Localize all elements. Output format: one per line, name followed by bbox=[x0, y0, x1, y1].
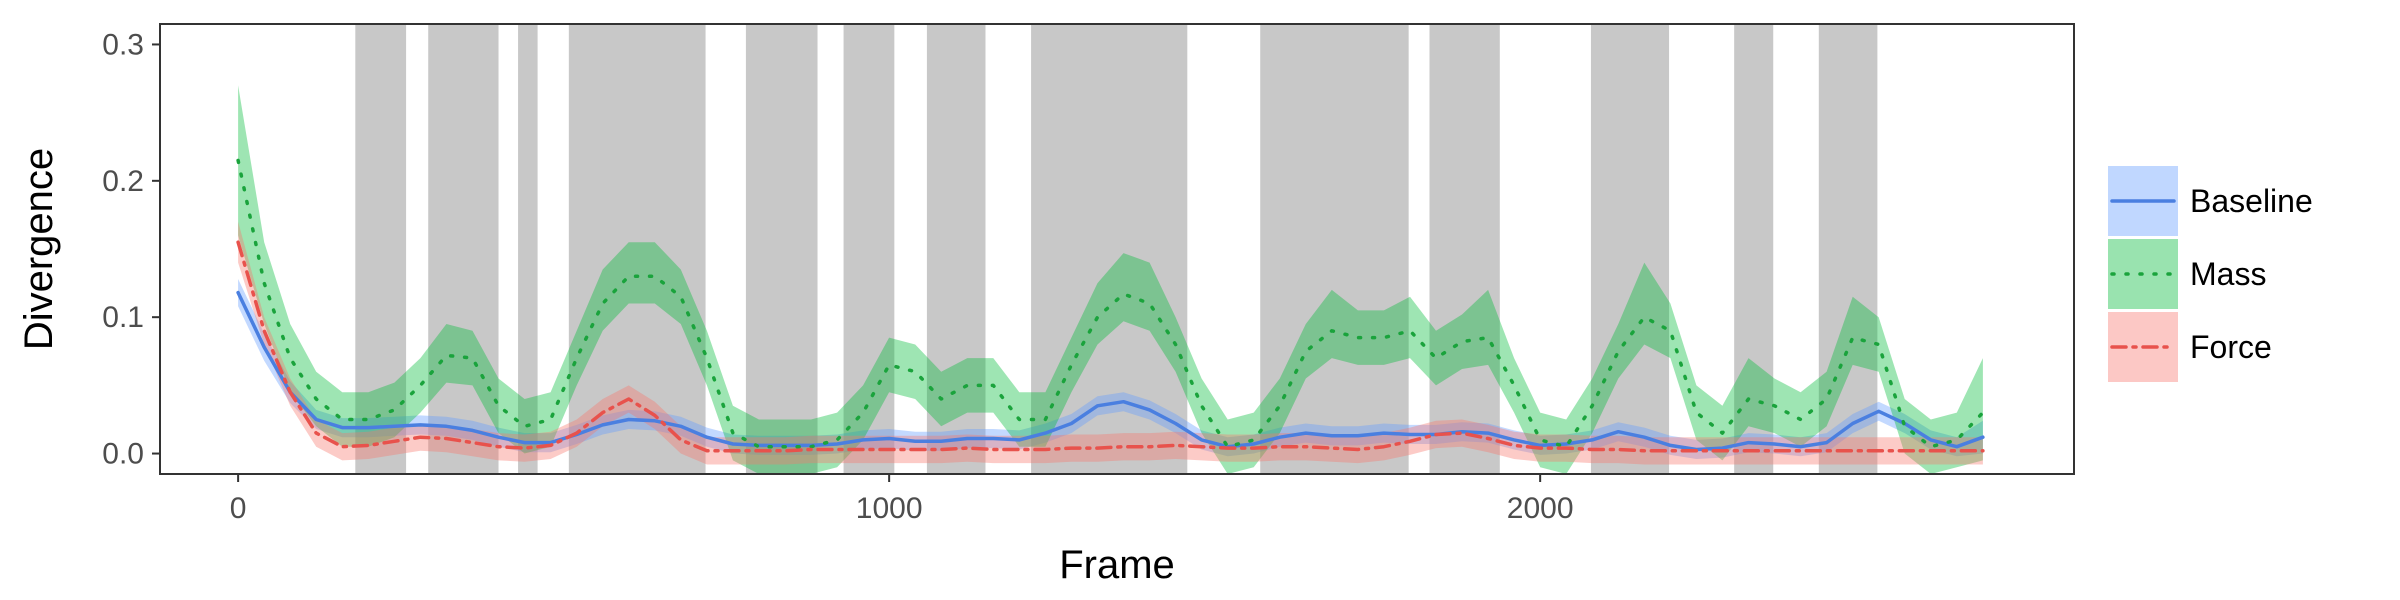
shaded-interval-12 bbox=[1818, 24, 1878, 474]
shaded-interval-1 bbox=[428, 24, 499, 474]
legend-label-mass: Mass bbox=[2190, 256, 2266, 292]
ribbon-force bbox=[238, 221, 1983, 465]
axes: 0 1000 2000 0.0 0.1 0.2 0.3 bbox=[102, 28, 1573, 525]
ribbon-mass bbox=[238, 85, 1983, 474]
shaded-interval-3 bbox=[568, 24, 706, 474]
y-tick-label: 0.2 bbox=[102, 165, 144, 198]
shaded-interval-10 bbox=[1590, 24, 1670, 474]
y-tick-label: 0.0 bbox=[102, 438, 144, 471]
shaded-interval-7 bbox=[1031, 24, 1188, 474]
legend-item-mass: Mass bbox=[2108, 239, 2266, 309]
legend-label-force: Force bbox=[2190, 329, 2272, 365]
line-mass bbox=[236, 158, 1985, 449]
legend: Baseline Mass Force bbox=[2108, 166, 2313, 382]
shaded-interval-11 bbox=[1734, 24, 1774, 474]
x-tick-label: 2000 bbox=[1507, 492, 1574, 525]
shaded-interval-9 bbox=[1429, 24, 1500, 474]
shaded-interval-0 bbox=[355, 24, 407, 474]
y-tick-label: 0.3 bbox=[102, 28, 144, 61]
shaded-interval-4 bbox=[745, 24, 818, 474]
ribbon-baseline bbox=[238, 279, 1983, 459]
shaded-interval-6 bbox=[926, 24, 986, 474]
shaded-interval-2 bbox=[518, 24, 538, 474]
shaded-interval-8 bbox=[1260, 24, 1409, 474]
legend-label-baseline: Baseline bbox=[2190, 183, 2313, 219]
y-tick-label: 0.1 bbox=[102, 301, 144, 334]
x-tick-label: 1000 bbox=[856, 492, 923, 525]
x-tick-label: 0 bbox=[230, 492, 247, 525]
line-force bbox=[236, 240, 1985, 453]
line-baseline bbox=[236, 290, 1985, 452]
confidence-ribbons bbox=[238, 85, 1983, 474]
legend-item-baseline: Baseline bbox=[2108, 166, 2313, 236]
shaded-interval-5 bbox=[843, 24, 895, 474]
series-lines bbox=[236, 158, 1985, 453]
y-axis-title: Divergence bbox=[17, 148, 61, 350]
x-axis-title: Frame bbox=[1059, 543, 1175, 587]
legend-item-force: Force bbox=[2108, 312, 2272, 382]
plot-panel-border bbox=[159, 23, 2075, 475]
shaded-intervals bbox=[355, 24, 1878, 474]
